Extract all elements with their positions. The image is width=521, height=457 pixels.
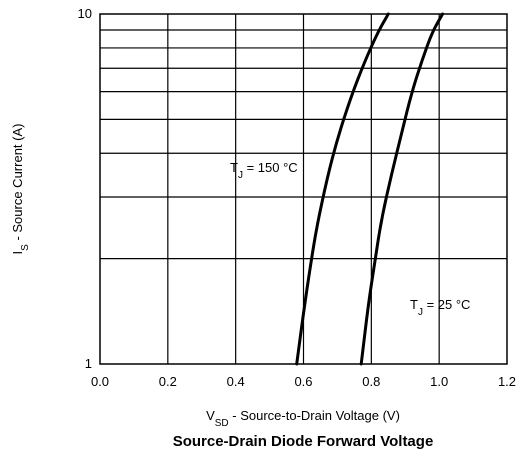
curve-25c — [359, 12, 445, 366]
x-tick-label: 0.0 — [91, 374, 109, 389]
x-tick-label: 1.0 — [430, 374, 448, 389]
y-axis-label: IS - Source Current (A) — [10, 124, 31, 255]
y-tick-label: 10 — [78, 6, 92, 21]
x-tick-label: 1.2 — [498, 374, 516, 389]
series-label-150c: TJ = 150 °C — [230, 160, 298, 181]
x-axis-label: VSD - Source-to-Drain Voltage (V) — [206, 408, 400, 429]
x-tick-label: 0.6 — [294, 374, 312, 389]
chart-title: Source-Drain Diode Forward Voltage — [173, 433, 434, 450]
x-tick-label: 0.4 — [227, 374, 245, 389]
series-label-25c: TJ = 25 °C — [410, 297, 470, 318]
x-tick-label: 0.8 — [362, 374, 380, 389]
x-tick-label: 0.2 — [159, 374, 177, 389]
y-tick-label: 1 — [85, 356, 92, 371]
curve-150c — [295, 12, 390, 366]
